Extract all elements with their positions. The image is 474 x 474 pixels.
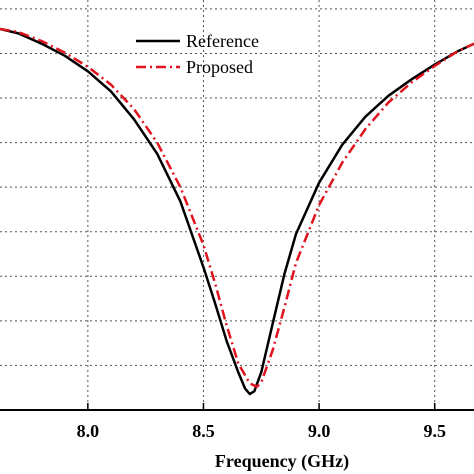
- legend: Reference Proposed: [136, 31, 259, 77]
- legend-label-proposed: Proposed: [186, 57, 253, 77]
- x-axis-ticks: 8.0 8.5 9.0 9.5: [77, 403, 446, 441]
- legend-label-reference: Reference: [186, 31, 259, 51]
- series-line-proposed: [0, 27, 474, 389]
- series-line-reference: [0, 27, 474, 396]
- x-tick-label-3: 9.5: [423, 421, 446, 441]
- x-axis-title: Frequency (GHz): [215, 451, 349, 472]
- x-tick-label-1: 8.5: [192, 421, 215, 441]
- x-tick-label-2: 9.0: [308, 421, 331, 441]
- grid-lines: [0, 0, 474, 410]
- series-layer: [0, 27, 474, 396]
- x-tick-label-0: 8.0: [77, 421, 100, 441]
